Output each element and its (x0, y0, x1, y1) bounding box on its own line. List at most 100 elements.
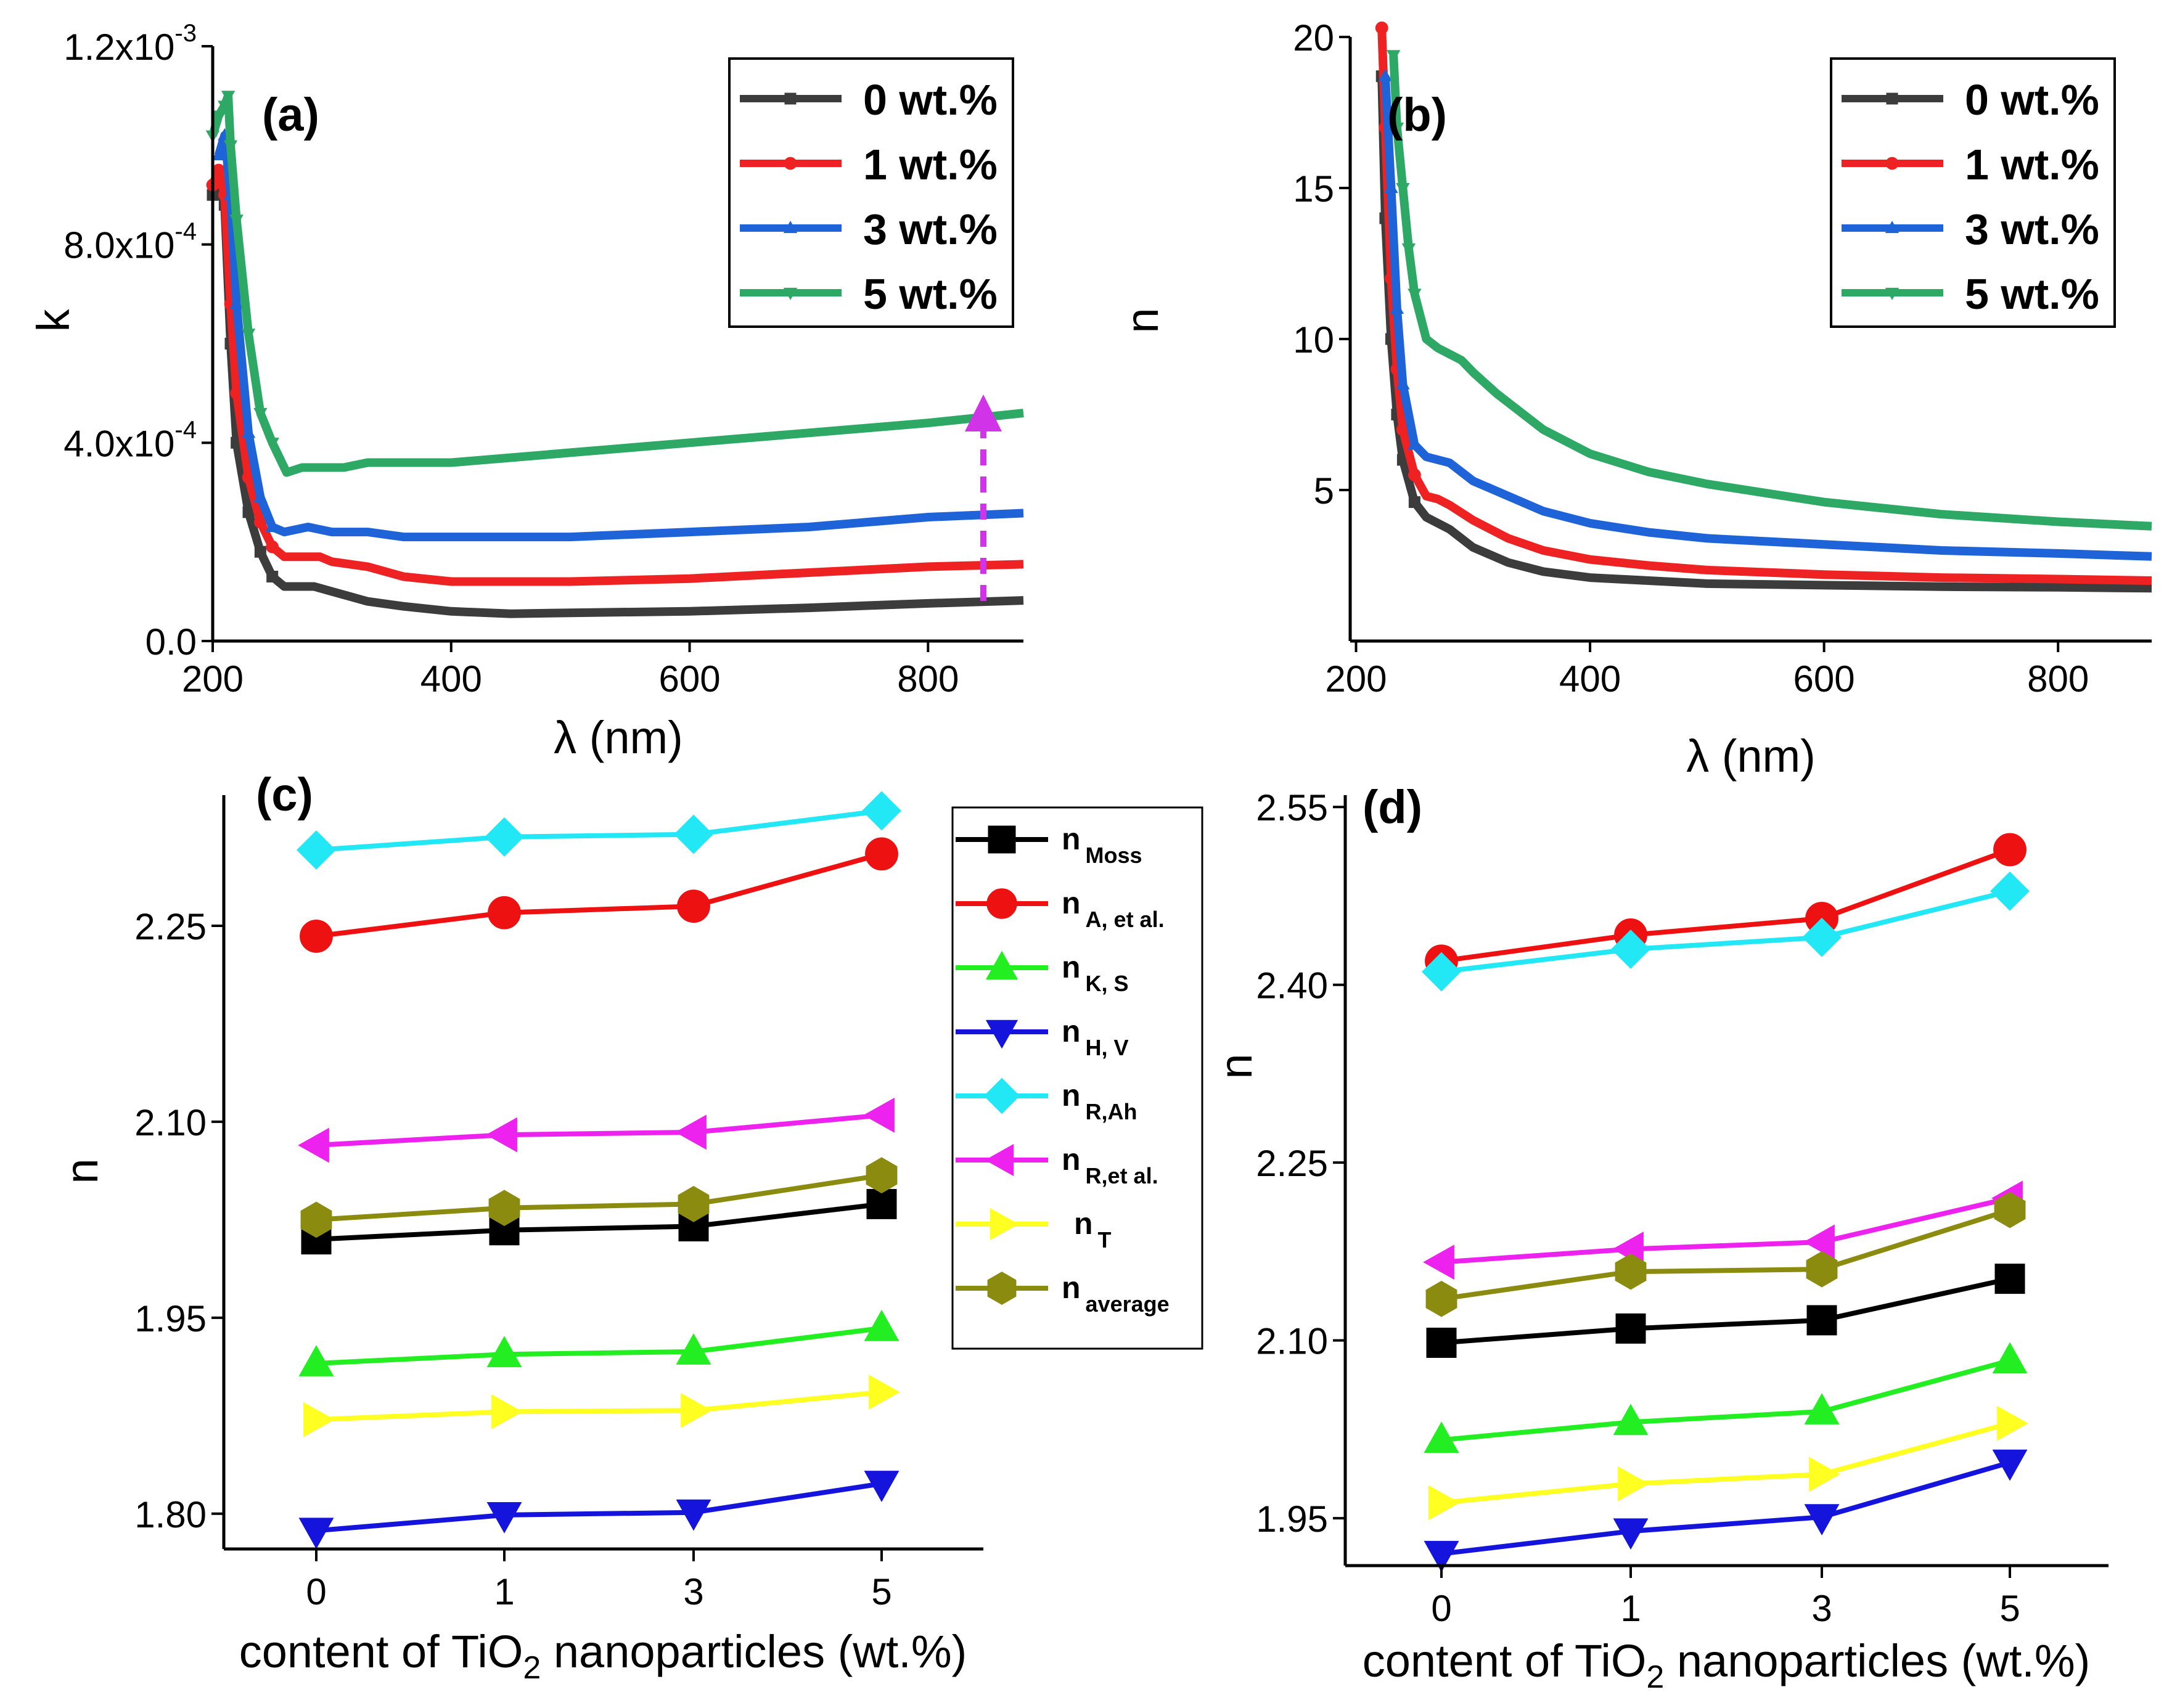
panel-c-series-7-line (316, 1172, 882, 1222)
panel-d-series-0-point (1806, 1305, 1837, 1336)
panel-c-series-0-line (316, 1201, 882, 1242)
panel-b-series (1375, 21, 2152, 593)
panel-c-legend-marker (985, 1143, 1014, 1177)
panel-c-ticks: 0 1 3 5 1.80 1.95 2.10 2.25 (134, 906, 891, 1612)
panel-d-xtick-label: 3 (1811, 1588, 1832, 1629)
panel-d-ticks: 0 1 3 5 1.95 2.10 2.25 2.40 2.55 (1256, 787, 2020, 1629)
panel-d-series-2-line (1441, 1358, 2011, 1443)
panel-a-legend-box (728, 57, 1014, 328)
panel-c-xtick-label: 3 (683, 1571, 703, 1612)
panel-c-legend-label-main: n (1062, 1142, 1081, 1177)
panel-d-series-3-point (1992, 1449, 2028, 1481)
panel-c-series-5-line (316, 1113, 882, 1148)
panel-a-ytick-exponent: -4 (174, 416, 197, 443)
panel-c-xtick-label: 1 (494, 1571, 514, 1612)
panel-d-series-0-line (1441, 1276, 2010, 1346)
panel-c-series-1-point (865, 837, 898, 871)
panel-a-ytick-exponent: -3 (174, 20, 197, 47)
panel-b-legend-marker (1885, 157, 1899, 170)
panel-c-xtick-label: 5 (871, 1571, 891, 1612)
panel-d-series (1422, 833, 2030, 1572)
panel-c-legend-label-sub: H, V (1086, 1035, 1129, 1060)
panel-c-ytick-label: 1.95 (134, 1298, 207, 1339)
panel-b-ytick-label: 10 (1293, 319, 1334, 361)
panel-b-series-2-line (1380, 76, 2152, 561)
panel-c-series-1-line (316, 851, 883, 939)
panel-b-series-1-point (1408, 468, 1421, 481)
panel-d-series-7-point (1806, 1251, 1838, 1288)
panel-a-series-3-point (241, 329, 256, 341)
panel-d-series-6-line (1441, 1421, 2011, 1506)
panel-a-series (205, 91, 1024, 618)
panel-a-xlabel: λ (nm) (554, 712, 683, 763)
panel-c-legend-label: n H, V (1062, 1014, 1129, 1060)
panel-a-series-0-point (254, 545, 266, 558)
panel-b: 200 400 600 800 5 10 15 20 (b) n λ (nm) 0 wt.% 1… (1117, 17, 2152, 782)
panel-b-series-2-point (1384, 181, 1398, 194)
panel-a-series-2-point (241, 425, 256, 438)
panel-a-series-1-point (266, 540, 279, 554)
panel-c-series-5-point (298, 1127, 329, 1163)
panel-d-xlabel-sub: 2 (1646, 1659, 1664, 1695)
panel-c-xlabel-sub: 2 (523, 1650, 541, 1686)
panel-a-series-3-point (221, 91, 236, 104)
panel-c-series-2-point (486, 1336, 522, 1368)
panel-d-series-5-line (1441, 1195, 2010, 1265)
panel-d-xtick-label: 5 (1999, 1588, 2020, 1629)
panel-b-legend: 0 wt.% 1 wt.% 3 wt.% 5 wt.% (1830, 57, 2116, 328)
panel-c-legend-label: n A, et al. (1062, 886, 1165, 932)
panel-c-legend-marker (986, 888, 1017, 919)
panel-c-series-4-line (316, 808, 882, 852)
panel-d-series-4-point (1990, 871, 2030, 911)
panel-b-legend-marker (1886, 92, 1898, 105)
panel-b-series-3-point (1408, 288, 1422, 301)
panel-c-series-7-point (866, 1157, 898, 1194)
panel-b-ticks: 200 400 600 800 5 10 15 20 (1293, 17, 2089, 700)
panel-a-series-2-point (211, 148, 226, 161)
panel-c-series-3-point (298, 1518, 334, 1550)
panel-b-ytick-label: 15 (1293, 168, 1334, 210)
panel-d-series-6-point (1618, 1466, 1649, 1502)
panel-a-legend-marker (783, 221, 798, 234)
panel-c-legend-marker (990, 1207, 1019, 1241)
panel-c-series-1-point (300, 920, 333, 953)
panel-c-legend-label-sub: Moss (1086, 843, 1142, 868)
panel-d-series-6-point (1428, 1485, 1460, 1521)
panel-c-series-2-point (298, 1345, 334, 1376)
panel-b-ylabel: n (1117, 308, 1168, 333)
panel-d-xtick-label: 1 (1620, 1588, 1641, 1629)
panel-c-series-0-point (866, 1188, 897, 1219)
panel-a-legend-marker (784, 92, 797, 105)
panel-d-series-5-point (1423, 1244, 1454, 1280)
panel-c-series-3-point (864, 1471, 900, 1502)
panel-b-ytick-label: 5 (1314, 470, 1334, 512)
panel-c-legend-label: n average (1062, 1270, 1170, 1317)
panel-c-legend-marker (983, 1077, 1020, 1114)
panel-c: 0 1 3 5 1.80 1.95 2.10 2.25 (c) n content of Ti… (56, 769, 1203, 1686)
panel-a-ytick-label: 8.0x10-4 (64, 218, 197, 266)
panel-c-legend-label: n Moss (1062, 822, 1142, 868)
panel-a-ytick-label: 4.0x10-4 (64, 416, 197, 464)
panel-d-series-7-line (1441, 1207, 2011, 1302)
panel-a-series-0-point (266, 570, 279, 582)
panel-d-series-4-point (1422, 952, 1461, 992)
panel-a-legend-label: 1 wt.% (863, 141, 998, 189)
panel-a: 200 400 600 8000.04.0x10-48.0x10-41.2x10-3 … (28, 20, 1024, 763)
panel-b-series-0-point (1408, 496, 1420, 509)
panel-c-legend-label-sub: R,Ah (1086, 1099, 1137, 1124)
panel-d-ylabel: n (1210, 1053, 1261, 1079)
panel-c-legend-label: n R,et al. (1062, 1142, 1158, 1188)
panel-a-series-1-point (212, 163, 226, 177)
panel-b-series-3-point (1387, 50, 1401, 63)
panel-c-series-4-point (485, 817, 524, 857)
panel-b-legend-marker (1885, 287, 1900, 300)
panel-c-series-6-point (869, 1375, 900, 1410)
panel-a-legend-marker (784, 157, 797, 170)
panel-d-series-0-point (1615, 1313, 1646, 1344)
panel-c-legend-marker (985, 1019, 1018, 1049)
panel-d-xlabel-main: content of TiO (1363, 1635, 1647, 1686)
panel-c-series-3-point (486, 1502, 522, 1534)
panel-d-series-6-point (1809, 1457, 1840, 1492)
